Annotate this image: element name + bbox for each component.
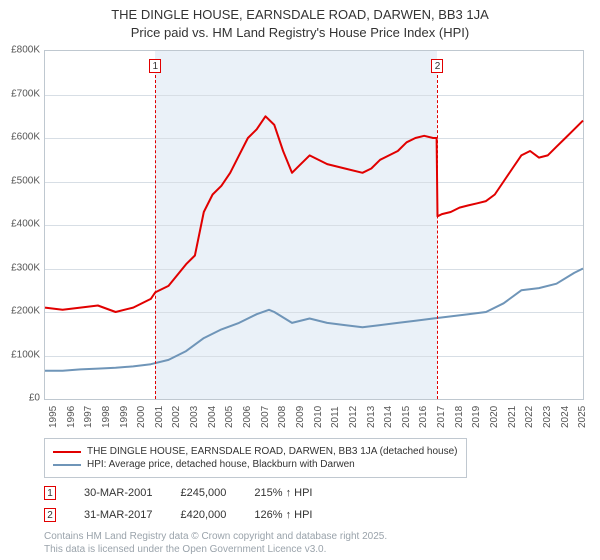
- sale-date: 31-MAR-2017: [84, 509, 152, 521]
- x-tick-label: 1996: [66, 406, 77, 428]
- marker-line: [155, 75, 157, 399]
- legend-swatch: [53, 464, 81, 466]
- marker-line: [437, 75, 439, 399]
- x-tick-label: 2011: [330, 406, 341, 428]
- sale-hpi: 126% ↑ HPI: [254, 509, 312, 521]
- x-tick-label: 1998: [101, 406, 112, 428]
- x-tick-label: 2006: [242, 406, 253, 428]
- x-tick-label: 2013: [366, 406, 377, 428]
- x-tick-label: 2019: [471, 406, 482, 428]
- sale-row: 1 30-MAR-2001 £245,000 215% ↑ HPI: [44, 486, 312, 500]
- y-tick-label: £600K: [0, 132, 40, 143]
- footer-attribution: Contains HM Land Registry data © Crown c…: [44, 530, 387, 556]
- x-tick-label: 2004: [207, 406, 218, 428]
- legend-item: THE DINGLE HOUSE, EARNSDALE ROAD, DARWEN…: [53, 446, 458, 457]
- x-tick-label: 2000: [136, 406, 147, 428]
- x-tick-label: 2002: [171, 406, 182, 428]
- sale-price: £420,000: [180, 509, 226, 521]
- legend-box: THE DINGLE HOUSE, EARNSDALE ROAD, DARWEN…: [44, 438, 467, 478]
- legend-label: THE DINGLE HOUSE, EARNSDALE ROAD, DARWEN…: [87, 446, 458, 457]
- x-tick-label: 2003: [189, 406, 200, 428]
- x-tick-label: 2010: [313, 406, 324, 428]
- title-line-2: Price paid vs. HM Land Registry's House …: [0, 24, 600, 42]
- chart-container: THE DINGLE HOUSE, EARNSDALE ROAD, DARWEN…: [0, 0, 600, 560]
- y-tick-label: £300K: [0, 262, 40, 273]
- marker-box: 2: [431, 59, 443, 73]
- x-tick-label: 2024: [560, 406, 571, 428]
- title-line-1: THE DINGLE HOUSE, EARNSDALE ROAD, DARWEN…: [0, 6, 600, 24]
- legend-swatch: [53, 451, 81, 453]
- x-tick-label: 1995: [48, 406, 59, 428]
- sale-row: 2 31-MAR-2017 £420,000 126% ↑ HPI: [44, 508, 312, 522]
- sale-hpi: 215% ↑ HPI: [254, 487, 312, 499]
- x-tick-label: 2023: [542, 406, 553, 428]
- x-tick-label: 2021: [507, 406, 518, 428]
- chart-svg: [45, 51, 583, 399]
- footer-line-2: This data is licensed under the Open Gov…: [44, 543, 387, 556]
- x-tick-label: 2016: [418, 406, 429, 428]
- sale-marker-box: 2: [44, 508, 56, 522]
- x-tick-label: 2020: [489, 406, 500, 428]
- x-tick-label: 2012: [348, 406, 359, 428]
- x-tick-label: 2001: [154, 406, 165, 428]
- plot-area: 12: [44, 50, 584, 400]
- x-tick-label: 2025: [577, 406, 588, 428]
- x-tick-label: 2008: [277, 406, 288, 428]
- sale-price: £245,000: [180, 487, 226, 499]
- y-tick-label: £800K: [0, 45, 40, 56]
- y-tick-label: £100K: [0, 349, 40, 360]
- x-tick-label: 1997: [83, 406, 94, 428]
- y-tick-label: £0: [0, 393, 40, 404]
- sale-date: 30-MAR-2001: [84, 487, 152, 499]
- x-tick-label: 2017: [436, 406, 447, 428]
- sale-marker-box: 1: [44, 486, 56, 500]
- chart-title: THE DINGLE HOUSE, EARNSDALE ROAD, DARWEN…: [0, 0, 600, 41]
- y-tick-label: £200K: [0, 306, 40, 317]
- x-tick-label: 2018: [454, 406, 465, 428]
- y-tick-label: £700K: [0, 88, 40, 99]
- x-tick-label: 2007: [260, 406, 271, 428]
- legend-label: HPI: Average price, detached house, Blac…: [87, 459, 355, 470]
- series-hpi: [45, 269, 583, 371]
- legend-item: HPI: Average price, detached house, Blac…: [53, 459, 458, 470]
- y-tick-label: £400K: [0, 219, 40, 230]
- x-tick-label: 2015: [401, 406, 412, 428]
- marker-box: 1: [149, 59, 161, 73]
- x-tick-label: 2014: [383, 406, 394, 428]
- x-tick-label: 2022: [524, 406, 535, 428]
- x-tick-label: 2005: [224, 406, 235, 428]
- x-tick-label: 1999: [119, 406, 130, 428]
- footer-line-1: Contains HM Land Registry data © Crown c…: [44, 530, 387, 543]
- series-price_paid: [45, 116, 583, 312]
- y-tick-label: £500K: [0, 175, 40, 186]
- x-tick-label: 2009: [295, 406, 306, 428]
